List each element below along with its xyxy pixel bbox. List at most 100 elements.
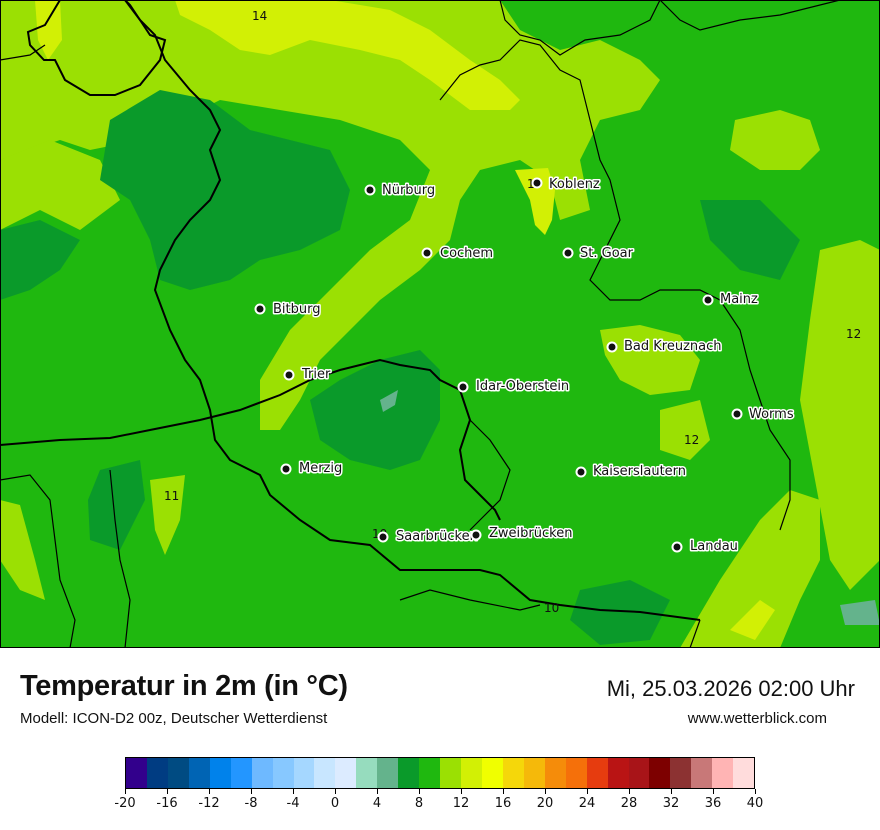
city-marker-icon bbox=[283, 369, 295, 381]
colorbar-tick-label: 36 bbox=[704, 796, 722, 811]
city-marker-icon bbox=[280, 463, 292, 475]
colorbar-tick-label: -8 bbox=[244, 796, 258, 811]
colorbar-tick bbox=[166, 789, 168, 794]
temp-zone-6-8-lux bbox=[0, 220, 80, 300]
city-bad-kreuznach[interactable]: Bad Kreuznach bbox=[606, 338, 723, 356]
city-label: Bad Kreuznach bbox=[624, 339, 722, 354]
city-nuerburg[interactable]: Nürburg bbox=[364, 182, 437, 200]
city-idar-oberstein[interactable]: Idar-Oberstein bbox=[457, 378, 571, 396]
temp-zone-10-12-hessen bbox=[730, 110, 820, 170]
temp-zone-2-4-patch bbox=[380, 390, 398, 412]
colorbar-segment bbox=[251, 758, 273, 788]
colorbar-tick-label: 12 bbox=[452, 796, 470, 811]
colorbar-segment bbox=[314, 758, 336, 788]
city-marker-icon bbox=[364, 184, 376, 196]
colorbar-segment bbox=[167, 758, 189, 788]
city-label: Landau bbox=[690, 539, 738, 554]
city-koblenz[interactable]: Koblenz bbox=[531, 176, 601, 194]
colorbar-tick bbox=[208, 789, 210, 794]
colorbar-segment bbox=[586, 758, 608, 788]
colorbar-segment bbox=[398, 758, 420, 788]
colorbar-segment bbox=[607, 758, 629, 788]
colorbar-segment bbox=[733, 758, 755, 788]
city-marker-icon bbox=[457, 381, 469, 393]
temperature-colorbar bbox=[125, 757, 755, 789]
city-st-goar[interactable]: St. Goar bbox=[562, 245, 635, 263]
colorbar-segment bbox=[523, 758, 545, 788]
colorbar-segment bbox=[146, 758, 168, 788]
temp-zone-10-12-saar-11 bbox=[150, 475, 185, 555]
city-bitburg[interactable]: Bitburg bbox=[254, 301, 322, 319]
city-label: Bitburg bbox=[273, 302, 321, 317]
city-saarbruecken[interactable]: Saarbrücken bbox=[377, 528, 479, 546]
colorbar-segment bbox=[565, 758, 587, 788]
city-label: Kaiserslautern bbox=[593, 464, 686, 479]
temp-zone-2-4-odenwald bbox=[840, 600, 880, 625]
city-label: Saarbrücken bbox=[396, 529, 478, 544]
colorbar-tick-label: 40 bbox=[746, 796, 764, 811]
colorbar-segment bbox=[481, 758, 503, 788]
temp-zone-6-8-south bbox=[570, 580, 670, 645]
temp-zone-6-8-hunsrueck bbox=[310, 350, 440, 470]
city-marker-icon bbox=[731, 408, 743, 420]
contour-label: 14 bbox=[252, 9, 267, 23]
temp-zone-12-14-koblenz bbox=[515, 168, 555, 235]
colorbar-segment bbox=[272, 758, 294, 788]
colorbar-tick bbox=[418, 789, 420, 794]
colorbar-tick-label: 0 bbox=[330, 796, 340, 811]
city-label: Idar-Oberstein bbox=[476, 379, 569, 394]
temp-zone-10-12-rheinhessen bbox=[660, 400, 710, 460]
city-label: Koblenz bbox=[549, 177, 600, 192]
colorbar-segment bbox=[419, 758, 441, 788]
city-merzig[interactable]: Merzig bbox=[280, 460, 344, 478]
colorbar-tick bbox=[250, 789, 252, 794]
colorbar-tick-label: -4 bbox=[286, 796, 300, 811]
city-mainz[interactable]: Mainz bbox=[702, 291, 760, 309]
colorbar-tick bbox=[712, 789, 714, 794]
colorbar-tick bbox=[376, 789, 378, 794]
colorbar-segment bbox=[377, 758, 399, 788]
colorbar-segment bbox=[461, 758, 482, 788]
colorbar-ticks: -20 -16 -12 -8 -4 0 4 8 12 16 20 24 28 32 36 40 bbox=[114, 789, 763, 819]
colorbar-segment bbox=[293, 758, 315, 788]
city-landau[interactable]: Landau bbox=[671, 538, 739, 556]
city-marker-icon bbox=[606, 341, 618, 353]
website-link[interactable]: www.wetterblick.com bbox=[687, 710, 827, 727]
colorbar-tick-label: 16 bbox=[494, 796, 512, 811]
city-worms[interactable]: Worms bbox=[731, 406, 795, 424]
city-label: Trier bbox=[301, 367, 331, 382]
contour-label: 11 bbox=[164, 489, 179, 503]
colorbar-tick-label: 8 bbox=[414, 796, 424, 811]
colorbar-segment bbox=[628, 758, 650, 788]
colorbar-segment bbox=[440, 758, 461, 788]
temp-zone-10-12-west-edge bbox=[0, 500, 45, 600]
colorbar-tick-label: 28 bbox=[620, 796, 638, 811]
temp-zone-6-8-east bbox=[700, 200, 800, 280]
city-cochem[interactable]: Cochem bbox=[421, 245, 495, 263]
colorbar-tick bbox=[334, 789, 336, 794]
city-label: Merzig bbox=[299, 461, 342, 476]
temp-zone-6-8-saar-west bbox=[88, 460, 145, 550]
colorbar-tick bbox=[292, 789, 294, 794]
temp-zone-6-8-eifel bbox=[100, 90, 350, 290]
city-marker-icon bbox=[575, 466, 587, 478]
colorbar-segment bbox=[230, 758, 252, 788]
colorbar-segment bbox=[356, 758, 378, 788]
temp-zone-10-12-kreuznach bbox=[600, 325, 700, 395]
contour-labels: 14 13 12 12 11 10 10 bbox=[164, 9, 861, 615]
colorbar-tick bbox=[754, 789, 756, 794]
city-marker-icon bbox=[470, 529, 482, 541]
city-marker-icon bbox=[671, 541, 683, 553]
city-zweibruecken[interactable]: Zweibrücken bbox=[470, 525, 574, 543]
colorbar-tick-label: -20 bbox=[114, 796, 136, 811]
city-kaiserslautern[interactable]: Kaiserslautern bbox=[575, 463, 688, 481]
valid-datetime: Mi, 25.03.2026 02:00 Uhr bbox=[606, 676, 855, 701]
city-label: Mainz bbox=[720, 292, 758, 307]
city-marker-icon bbox=[377, 531, 389, 543]
colorbar-segment bbox=[670, 758, 692, 788]
city-marker-icon bbox=[702, 294, 714, 306]
city-label: Cochem bbox=[440, 246, 493, 261]
city-marker-icon bbox=[531, 177, 543, 189]
contour-label: 10 bbox=[544, 601, 559, 615]
city-trier[interactable]: Trier bbox=[283, 366, 332, 384]
